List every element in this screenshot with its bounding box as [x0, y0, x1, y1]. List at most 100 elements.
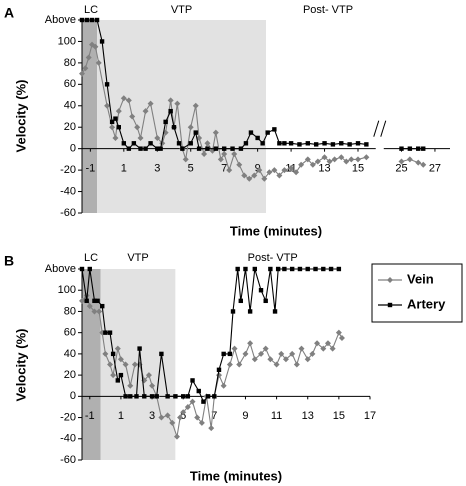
- point: [110, 351, 116, 357]
- point: [125, 97, 132, 104]
- y-tick-label: Above: [45, 14, 76, 26]
- point: [217, 156, 224, 163]
- y-tick-label: 60: [64, 78, 76, 90]
- point: [118, 372, 124, 378]
- point: [167, 97, 174, 104]
- legend-label: Artery: [407, 296, 446, 311]
- point: [230, 309, 236, 314]
- point: [258, 288, 264, 293]
- point: [182, 156, 189, 163]
- point: [198, 419, 205, 426]
- point: [236, 161, 243, 168]
- point: [79, 17, 85, 23]
- point: [208, 425, 215, 432]
- point: [142, 394, 147, 399]
- x-tick-label: 1: [121, 163, 127, 175]
- point: [343, 158, 350, 165]
- point: [138, 146, 143, 151]
- point: [79, 297, 85, 304]
- legend-label: Vein: [407, 271, 434, 286]
- point: [297, 142, 302, 147]
- point: [134, 394, 139, 399]
- point: [189, 398, 196, 405]
- region-label: Post- VTP: [248, 252, 298, 264]
- y-tick-label: 60: [64, 327, 76, 339]
- point: [173, 394, 178, 399]
- point: [123, 394, 128, 399]
- point: [95, 59, 102, 66]
- point: [131, 361, 138, 368]
- point: [79, 266, 85, 272]
- point: [276, 172, 283, 179]
- point: [165, 394, 170, 399]
- point: [247, 309, 253, 314]
- point: [321, 154, 328, 161]
- point: [258, 350, 265, 357]
- point: [95, 298, 100, 304]
- point: [158, 146, 163, 151]
- point: [288, 141, 294, 146]
- point: [164, 412, 171, 419]
- point: [238, 146, 244, 151]
- x-tick-label: 25: [395, 163, 407, 175]
- point: [196, 146, 202, 151]
- point: [196, 388, 201, 394]
- point: [204, 140, 211, 147]
- legend-marker: [387, 302, 393, 308]
- point: [262, 345, 269, 352]
- point: [313, 266, 318, 272]
- point: [107, 330, 113, 335]
- point: [416, 146, 421, 151]
- y-tick-label: 20: [64, 121, 76, 133]
- point: [251, 356, 258, 363]
- point: [328, 266, 334, 272]
- point: [180, 394, 186, 399]
- point: [243, 266, 248, 272]
- point: [230, 146, 235, 151]
- point: [158, 414, 165, 421]
- point: [415, 159, 422, 166]
- point: [231, 345, 238, 352]
- point: [364, 142, 369, 147]
- point: [267, 356, 274, 363]
- point: [117, 356, 124, 363]
- point: [155, 146, 160, 151]
- point: [128, 394, 133, 399]
- point: [176, 141, 182, 146]
- point: [420, 161, 427, 168]
- point: [220, 382, 227, 389]
- y-tick-label: -40: [60, 433, 76, 445]
- y-tick-label: -20: [60, 164, 76, 176]
- point: [282, 266, 287, 272]
- series-line: [81, 268, 339, 403]
- point: [84, 298, 89, 304]
- point: [324, 340, 331, 347]
- point: [278, 350, 285, 357]
- region-label: VTP: [127, 252, 148, 264]
- point: [282, 356, 289, 363]
- point: [131, 141, 137, 146]
- y-tick-label: -20: [60, 411, 76, 423]
- point: [309, 350, 316, 357]
- point: [297, 266, 303, 272]
- point: [226, 361, 233, 368]
- point: [154, 134, 161, 141]
- point: [248, 130, 254, 135]
- point: [265, 130, 270, 135]
- point: [86, 303, 93, 310]
- x-tick-label: 13: [318, 163, 330, 175]
- point: [330, 142, 336, 147]
- point: [221, 351, 226, 357]
- x-tick-label: 1: [118, 410, 124, 422]
- x-tick-label: 7: [211, 410, 217, 422]
- point: [305, 141, 311, 146]
- region-label: LC: [84, 4, 98, 16]
- point: [347, 142, 352, 147]
- point: [148, 141, 153, 146]
- point: [281, 167, 288, 174]
- point: [272, 309, 278, 314]
- point: [185, 394, 191, 399]
- y-tick-label: Above: [45, 263, 76, 275]
